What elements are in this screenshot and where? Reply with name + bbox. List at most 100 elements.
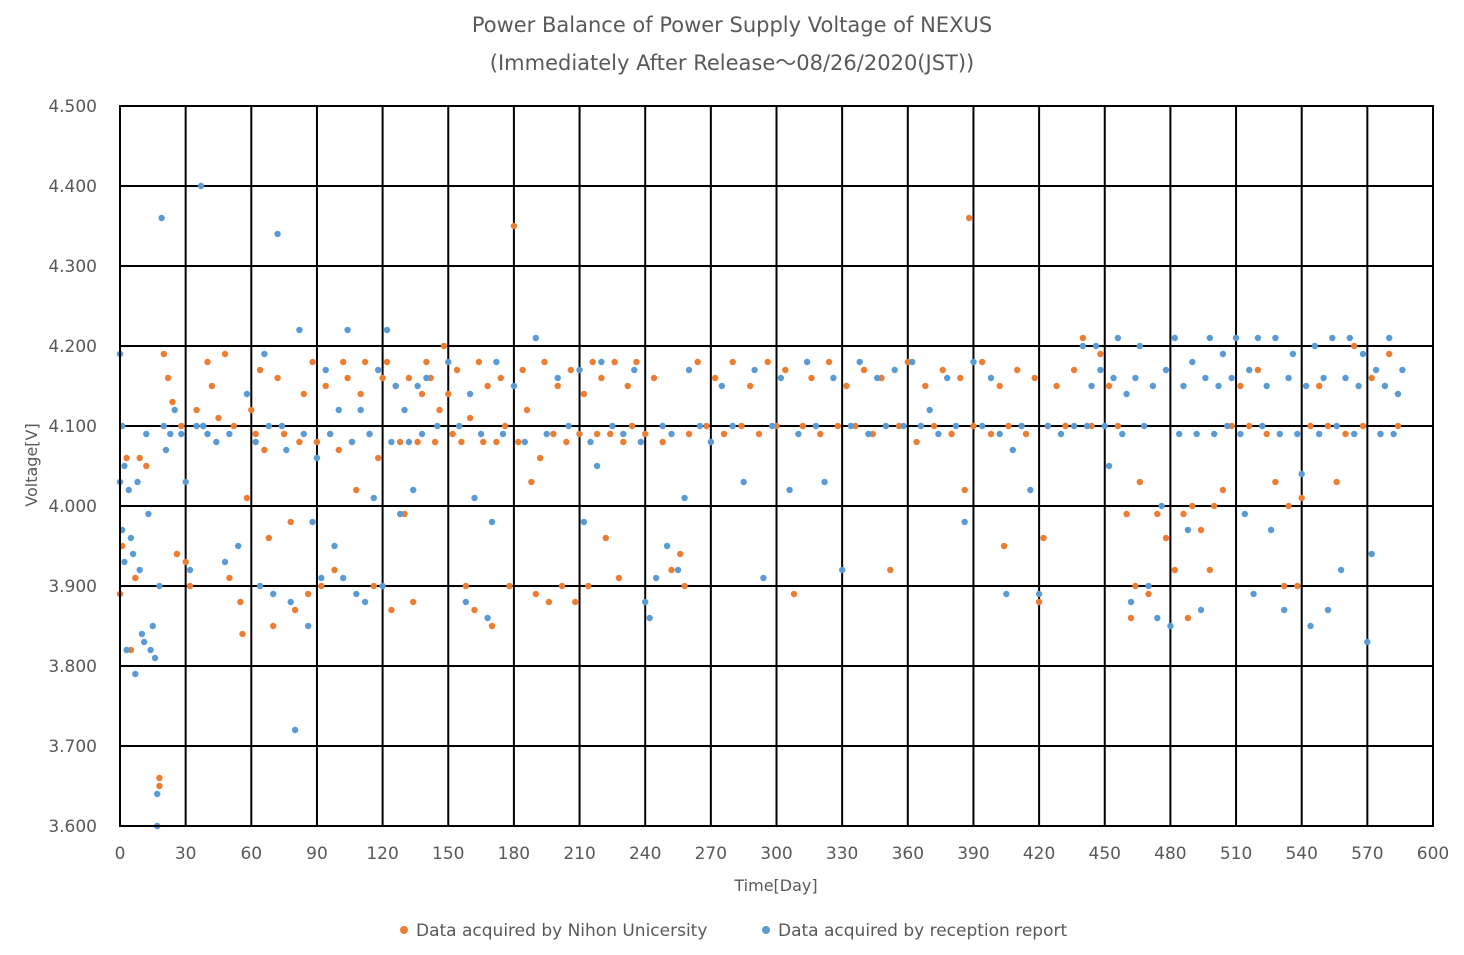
data-point	[729, 358, 736, 366]
data-point	[587, 438, 594, 446]
data-point	[410, 486, 417, 494]
data-point	[497, 374, 504, 382]
data-point	[1180, 382, 1187, 390]
x-tick-label: 120	[366, 844, 398, 864]
data-point	[519, 366, 526, 374]
data-point	[1127, 614, 1135, 622]
data-point	[123, 646, 130, 654]
data-point	[856, 358, 863, 366]
data-point	[1044, 422, 1052, 430]
data-point	[1018, 422, 1025, 430]
data-point	[499, 430, 507, 438]
data-point	[646, 614, 653, 622]
data-point	[230, 422, 237, 430]
data-point	[567, 366, 574, 374]
data-point	[462, 582, 469, 590]
data-point	[1298, 494, 1305, 502]
data-point	[615, 574, 623, 582]
data-point	[1342, 430, 1349, 438]
data-point	[134, 478, 141, 486]
data-point	[1193, 430, 1200, 438]
data-point	[160, 422, 167, 430]
data-point	[1132, 374, 1139, 382]
data-point	[414, 438, 421, 446]
data-point	[1127, 598, 1135, 606]
data-point	[243, 494, 251, 502]
data-point	[379, 582, 386, 590]
data-point	[1189, 358, 1196, 366]
data-point	[370, 494, 377, 502]
data-point	[1079, 334, 1087, 342]
data-point	[1014, 366, 1021, 374]
data-point	[392, 382, 399, 390]
data-point	[1285, 374, 1292, 382]
data-point	[423, 374, 430, 382]
data-point	[401, 510, 408, 518]
data-point	[961, 486, 968, 494]
data-point	[839, 566, 846, 574]
data-point	[453, 366, 461, 374]
data-point	[1158, 502, 1165, 510]
data-point	[215, 414, 222, 422]
data-point	[768, 422, 776, 430]
data-point	[642, 598, 649, 606]
data-point	[171, 406, 178, 414]
data-point	[593, 430, 601, 438]
data-point	[331, 566, 338, 574]
data-point	[164, 374, 172, 382]
data-point	[1027, 486, 1034, 494]
data-point	[1254, 366, 1262, 374]
data-point	[917, 422, 925, 430]
data-point	[335, 446, 342, 454]
data-point	[340, 358, 347, 366]
data-point	[777, 374, 785, 382]
data-point	[1267, 526, 1275, 534]
data-point	[1311, 342, 1319, 350]
data-point	[147, 646, 154, 654]
data-point	[440, 342, 448, 350]
data-point	[383, 358, 391, 366]
data-point	[799, 422, 806, 430]
data-point	[1285, 502, 1292, 510]
data-point	[1123, 510, 1130, 518]
data-point	[1184, 614, 1192, 622]
data-point	[1057, 430, 1065, 438]
data-point	[313, 454, 321, 462]
data-point	[501, 422, 509, 430]
data-point	[944, 374, 951, 382]
data-point	[593, 462, 601, 470]
data-point	[637, 438, 644, 446]
data-point	[1149, 382, 1157, 390]
data-point	[280, 430, 288, 438]
data-point	[1329, 334, 1336, 342]
data-point	[484, 382, 491, 390]
data-point	[930, 422, 938, 430]
data-point	[121, 558, 128, 566]
data-point	[156, 774, 163, 782]
data-point	[1228, 374, 1235, 382]
data-point	[186, 566, 194, 574]
data-point	[1224, 422, 1231, 430]
data-point	[939, 366, 946, 374]
data-point	[1197, 606, 1205, 614]
data-point	[182, 478, 189, 486]
y-tick-label: 3.900	[48, 577, 97, 597]
x-tick-label: 360	[892, 844, 924, 864]
data-point	[1162, 534, 1170, 542]
data-point	[904, 358, 911, 366]
data-point	[300, 390, 307, 398]
data-point	[305, 622, 312, 630]
data-point	[620, 430, 627, 438]
data-point	[1316, 430, 1323, 438]
data-point	[506, 582, 513, 590]
data-point	[1154, 614, 1161, 622]
data-point	[751, 366, 758, 374]
data-point	[887, 566, 894, 574]
data-point	[1110, 374, 1117, 382]
data-point	[1254, 334, 1262, 342]
data-point	[431, 438, 439, 446]
data-point	[1368, 374, 1375, 382]
data-point	[607, 430, 614, 438]
data-point	[970, 358, 977, 366]
data-point	[685, 366, 693, 374]
